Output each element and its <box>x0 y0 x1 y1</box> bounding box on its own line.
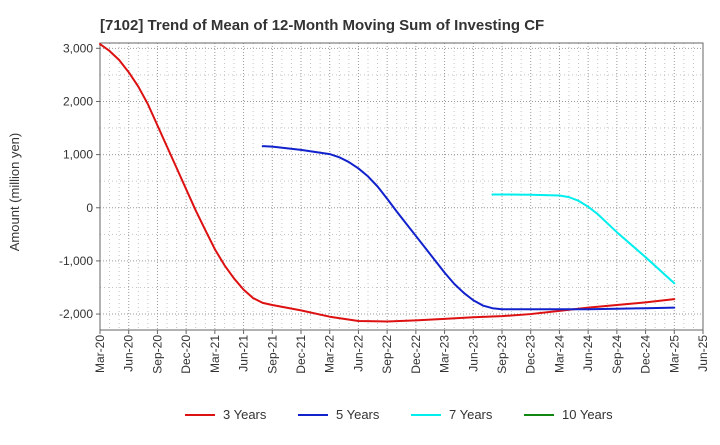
chart-title: [7102] Trend of Mean of 12-Month Moving … <box>100 17 544 34</box>
y-tick-label: -1,000 <box>59 254 93 268</box>
y-tick-label: 3,000 <box>63 41 93 55</box>
series-line-5-years <box>261 145 676 311</box>
x-tick-label: Dec-22 <box>409 335 423 374</box>
x-tick-label: Jun-20 <box>122 335 136 372</box>
x-tick-label: Sep-24 <box>610 335 624 374</box>
y-tick-label: 0 <box>86 201 93 215</box>
legend-label-5-years: 5 Years <box>336 407 380 422</box>
x-tick-label: Sep-23 <box>495 335 509 374</box>
y-axis-label: Amount (million yen) <box>7 133 22 252</box>
x-tick-label: Sep-20 <box>150 335 164 374</box>
legend: 3 Years 5 Years 7 Years 10 Years <box>185 407 613 422</box>
legend-label-7-years: 7 Years <box>449 407 493 422</box>
plot-background <box>100 43 703 330</box>
x-tick-label: Mar-25 <box>667 335 681 373</box>
x-tick-label: Jun-21 <box>237 335 251 372</box>
legend-label-10-years: 10 Years <box>562 407 613 422</box>
x-tick-label: Mar-21 <box>208 335 222 373</box>
x-tick-label: Dec-24 <box>639 335 653 374</box>
x-tick-label: Jun-25 <box>696 335 710 372</box>
y-tick-label: 1,000 <box>63 148 93 162</box>
x-tick-label: Jun-22 <box>351 335 365 372</box>
x-tick-label: Mar-20 <box>93 335 107 373</box>
x-tick-label: Dec-20 <box>179 335 193 374</box>
y-tick-label: 2,000 <box>63 94 93 108</box>
series-line-7-years <box>491 193 676 285</box>
y-tick-label: -2,000 <box>59 307 93 321</box>
x-tick-label: Jun-24 <box>581 335 595 372</box>
x-tick-label: Dec-21 <box>294 335 308 374</box>
x-tick-label: Mar-22 <box>323 335 337 373</box>
legend-label-3-years: 3 Years <box>223 407 267 422</box>
x-tick-label: Mar-24 <box>552 335 566 373</box>
x-tick-label: Mar-23 <box>438 335 452 373</box>
plot-frame <box>99 42 704 331</box>
series-line-3-years <box>99 43 676 323</box>
x-tick-label: Sep-21 <box>265 335 279 374</box>
x-tick-label: Dec-23 <box>524 335 538 374</box>
x-tick-label: Jun-23 <box>466 335 480 372</box>
x-tick-label: Sep-22 <box>380 335 394 374</box>
